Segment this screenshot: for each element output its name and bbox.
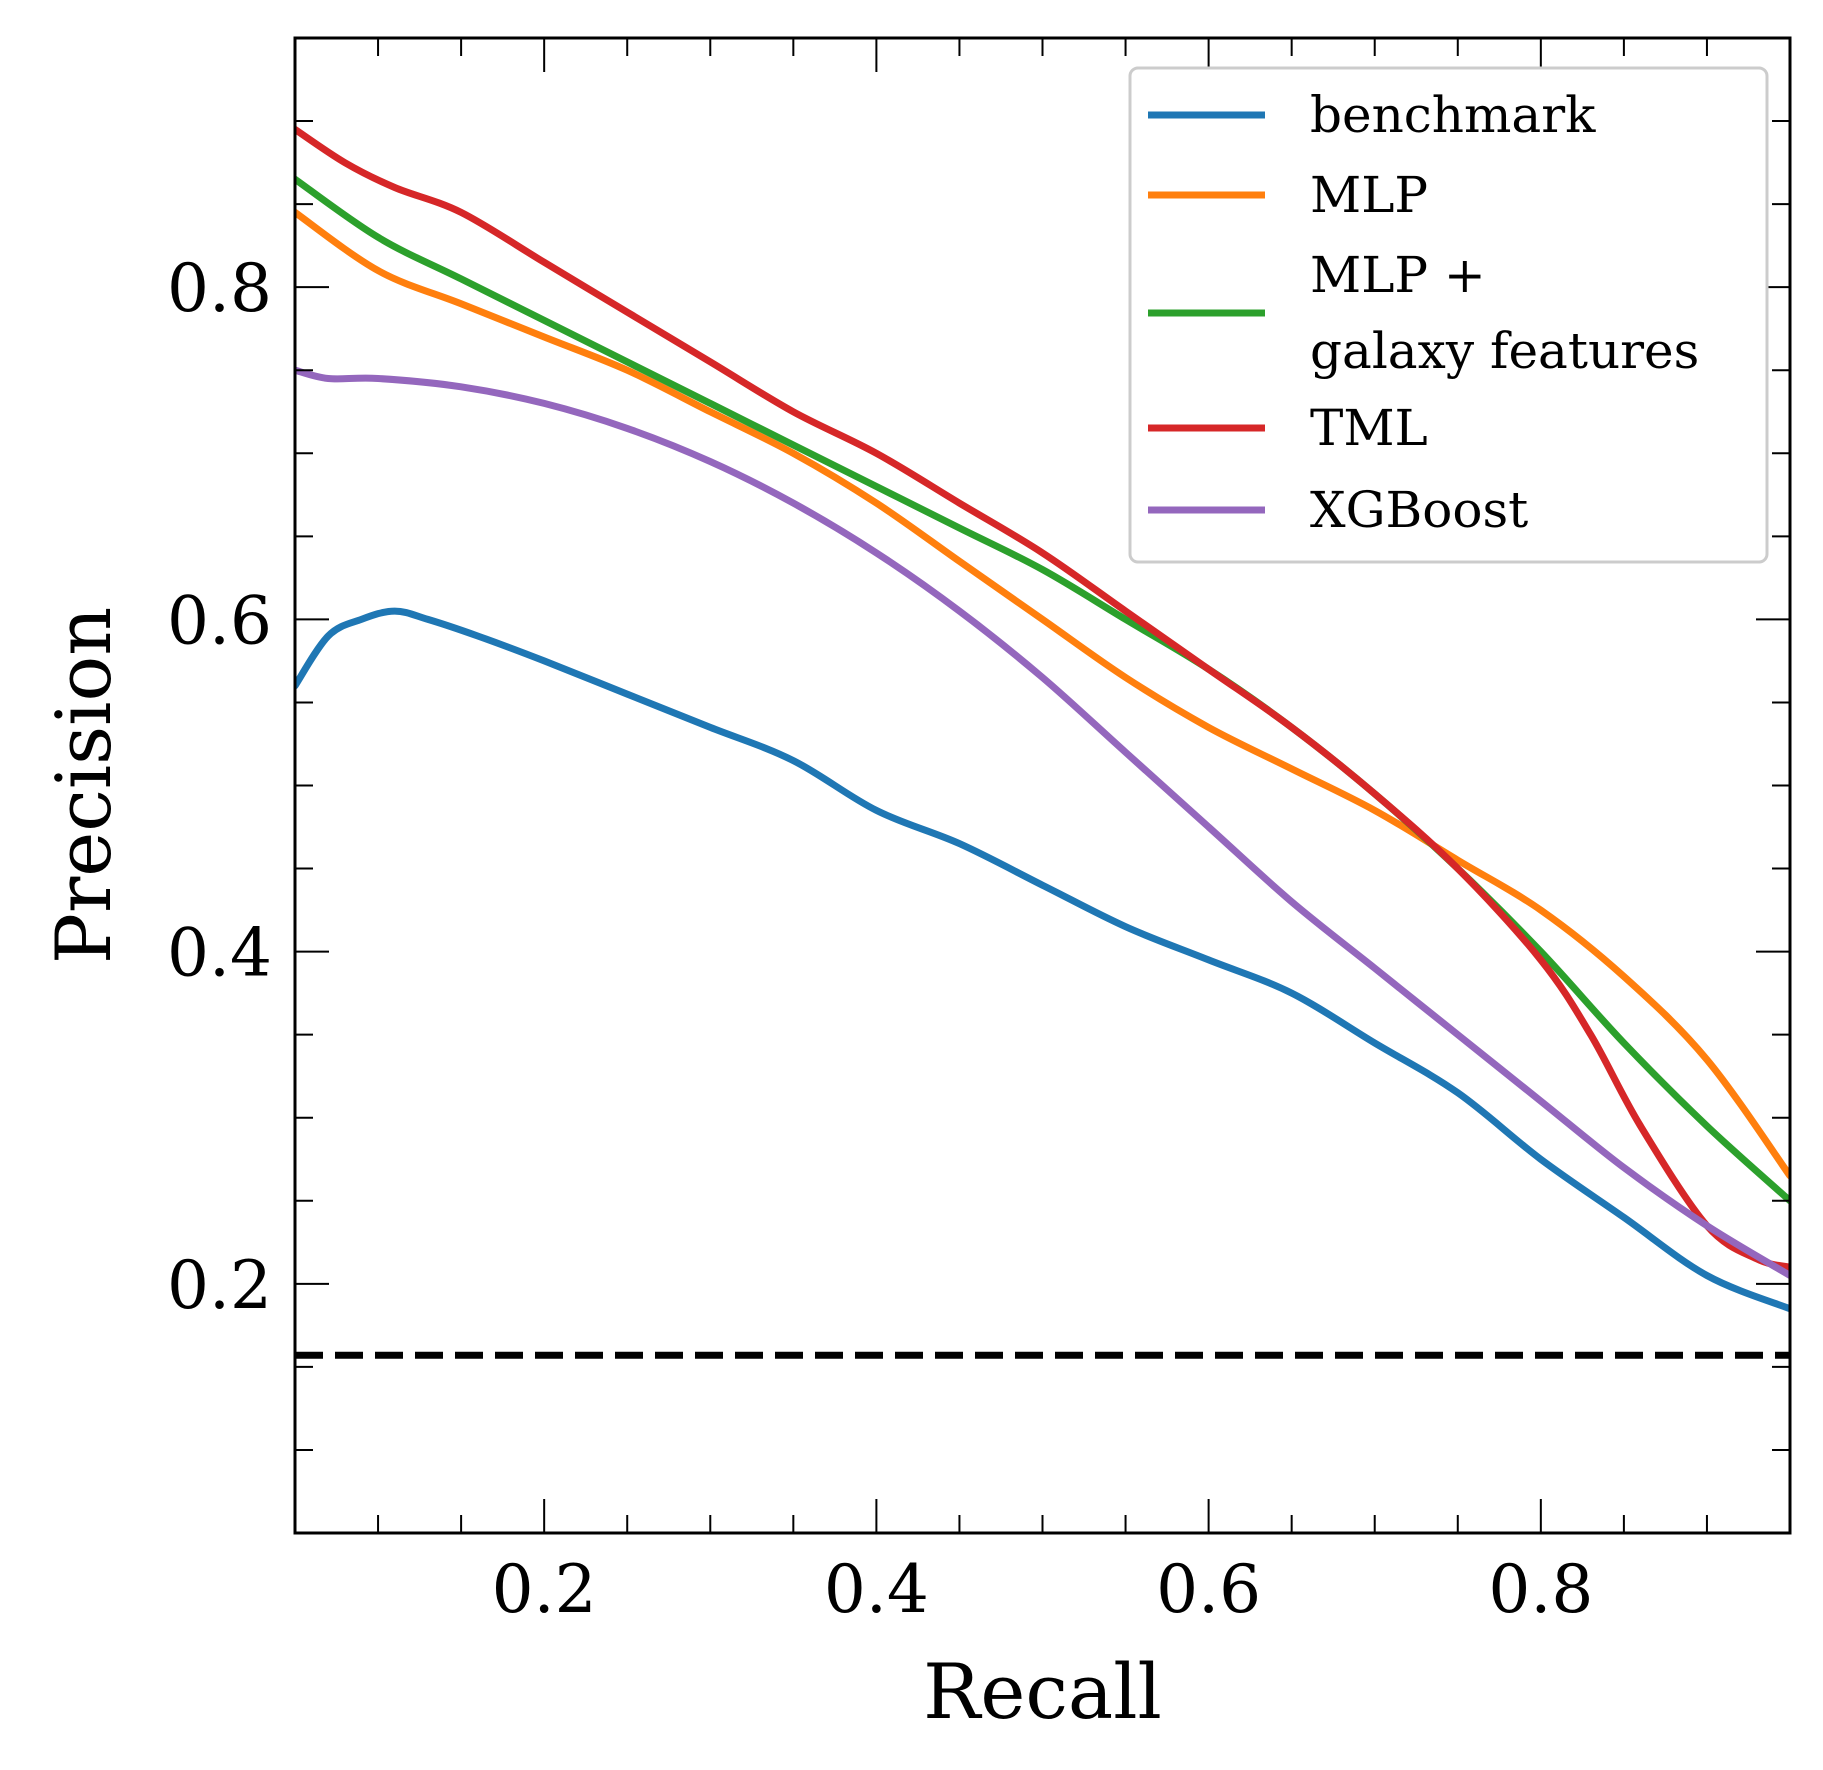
tick-layer (295, 38, 1790, 1533)
legend-label: benchmark (1310, 86, 1596, 144)
y-axis-title: Precision (39, 607, 128, 964)
series-line-mlp-galaxy-features (295, 175, 1790, 1205)
x-tick-label: 0.6 (1156, 1551, 1261, 1628)
legend-label: XGBoost (1310, 481, 1528, 539)
series-line-benchmark (295, 607, 1790, 1313)
y-tick-label: 0.2 (167, 1247, 272, 1324)
legend-label: MLP + galaxy features (1310, 246, 1699, 380)
y-tick-label: 0.8 (167, 250, 272, 327)
legend-label: TML (1310, 399, 1428, 457)
legend-label-line: TML (1310, 399, 1428, 457)
y-tick-label: 0.4 (167, 915, 272, 992)
legend-label-line: benchmark (1310, 86, 1596, 144)
legend-label-line: galaxy features (1310, 322, 1699, 380)
x-tick-label: 0.2 (492, 1551, 597, 1628)
legend-label-line: MLP (1310, 166, 1428, 224)
legend-label-line: MLP + (1310, 246, 1486, 304)
legend-box (1128, 66, 1769, 564)
x-tick-label: 0.8 (1488, 1551, 1593, 1628)
legend-label-line: XGBoost (1310, 481, 1528, 539)
legend-label: MLP (1310, 166, 1428, 224)
x-axis-title: Recall (923, 1647, 1162, 1736)
x-tick-label: 0.4 (824, 1551, 929, 1628)
series-line-xgboost (295, 366, 1790, 1279)
y-tick-label: 0.6 (167, 582, 272, 659)
tick-label-layer: 0.2 0.4 0.6 0.8 0.2 0.4 0.6 0.8 (167, 250, 1593, 1628)
legend: benchmark MLP MLP + galaxy features TML XGBoo… (1128, 66, 1769, 564)
series-line-tml (295, 125, 1790, 1271)
series-layer (295, 125, 1790, 1313)
plot-frame (293, 36, 1792, 1535)
series-line-mlp (295, 208, 1790, 1180)
